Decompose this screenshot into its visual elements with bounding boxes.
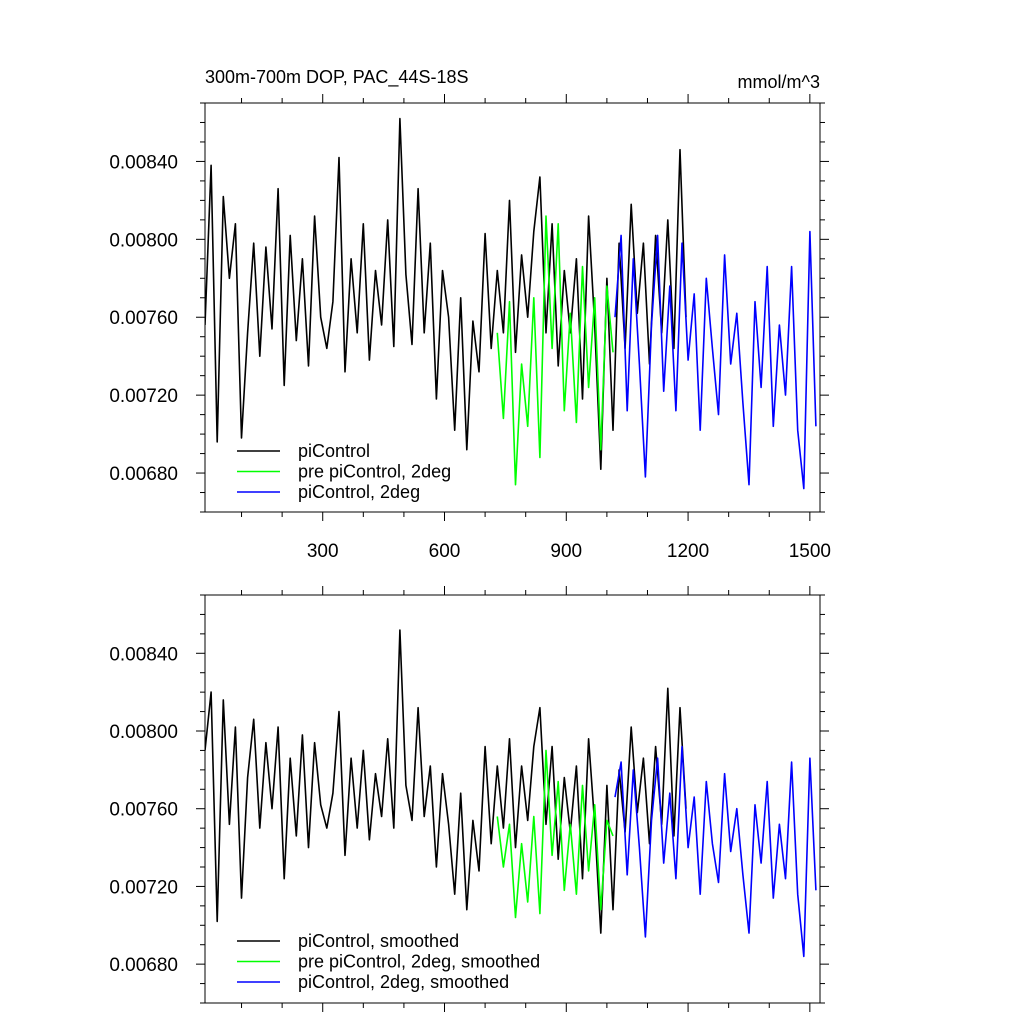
legend-label: piControl, smoothed [298, 931, 459, 951]
x-tick-label: 1500 [789, 541, 831, 562]
legend-label: pre piControl, 2deg, smoothed [298, 952, 540, 972]
y-tick-label: 0.00680 [109, 955, 178, 976]
y-tick-label: 0.00680 [109, 464, 178, 485]
series-group [205, 117, 817, 490]
series-line-3 [614, 230, 817, 490]
series-line-1 [205, 629, 687, 934]
series-line-2 [496, 749, 614, 919]
y-tick-label: 0.00760 [109, 308, 178, 329]
chart-panel-2: 0.00680 0.00720 0.00760 0.00800 0.00840 piCon… [109, 586, 829, 1012]
x-tick-label: 1200 [667, 541, 709, 562]
y-tick-label: 0.00760 [109, 800, 178, 821]
legend-label: piControl [298, 441, 370, 461]
series-line-1 [205, 117, 687, 470]
y-tick-label: 0.00800 [109, 722, 178, 743]
units-label: mmol/m^3 [738, 72, 820, 92]
chart-panel-1: 0.00680 0.00720 0.00760 0.00800 0.00840 300 60… [109, 67, 831, 562]
y-axis-ticks [196, 102, 829, 513]
legend-label: pre piControl, 2deg [298, 462, 451, 482]
plot-frame [204, 594, 821, 1004]
y-tick-label: 0.00840 [109, 644, 178, 665]
y-tick-label: 0.00720 [109, 386, 178, 407]
series-group [205, 629, 817, 958]
y-tick-label: 0.00840 [109, 152, 178, 173]
series-line-3 [614, 745, 817, 958]
x-tick-label: 600 [429, 541, 461, 562]
x-axis-ticks [241, 94, 811, 521]
x-tick-label: 300 [307, 541, 339, 562]
plot-frame [204, 102, 821, 513]
y-tick-label: 0.00800 [109, 230, 178, 251]
x-tick-label: 900 [550, 541, 582, 562]
legend-label: piControl, 2deg [298, 482, 420, 502]
y-axis-ticks [196, 594, 829, 1004]
legend-label: piControl, 2deg, smoothed [298, 972, 509, 992]
series-line-2 [496, 215, 614, 486]
chart-title: 300m-700m DOP, PAC_44S-18S [205, 67, 468, 88]
x-axis-ticks [241, 586, 811, 1012]
y-tick-label: 0.00720 [109, 877, 178, 898]
